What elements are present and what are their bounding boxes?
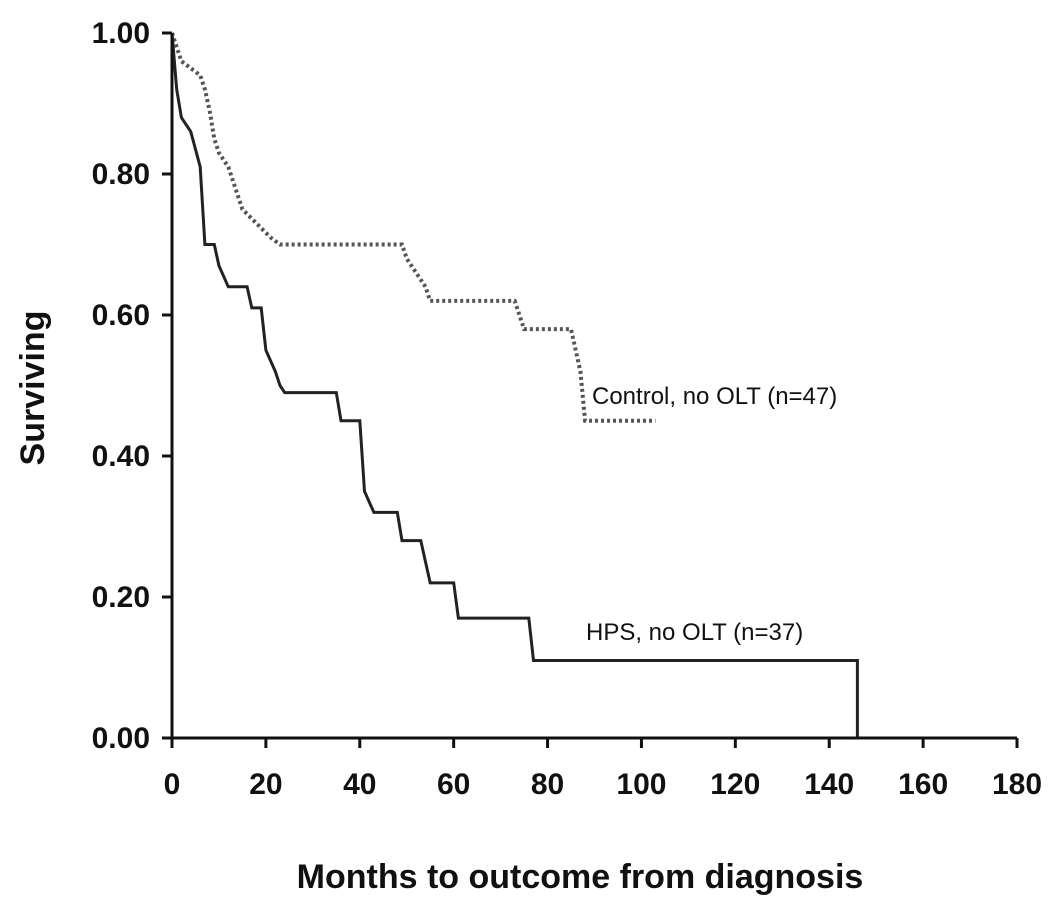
y-tick-label: 0.00 bbox=[92, 722, 150, 755]
x-tick-label: 60 bbox=[437, 768, 470, 801]
y-tick-label: 0.60 bbox=[92, 299, 150, 332]
plot-area bbox=[170, 32, 859, 738]
y-tick-label: 0.40 bbox=[92, 440, 150, 473]
y-tick-label: 0.80 bbox=[92, 158, 150, 191]
x-tick-label: 100 bbox=[616, 768, 666, 801]
hps-series-line bbox=[170, 32, 859, 738]
x-tick-label: 0 bbox=[164, 768, 181, 801]
y-tick-label: 1.00 bbox=[92, 17, 150, 50]
x-tick-label: 180 bbox=[992, 768, 1042, 801]
y-axis-ticks: 0.00 0.20 0.40 0.60 0.80 1.00 bbox=[92, 17, 172, 755]
x-tick-label: 120 bbox=[710, 768, 760, 801]
x-axis-title: Months to outcome from diagnosis bbox=[297, 858, 864, 896]
x-axis-ticks: 0 20 40 60 80 100 120 140 160 180 bbox=[164, 738, 1042, 801]
control-series-label: Control, no OLT (n=47) bbox=[592, 383, 837, 410]
y-axis-title: Surviving bbox=[14, 311, 52, 466]
axes bbox=[170, 33, 1017, 740]
x-tick-label: 40 bbox=[343, 768, 376, 801]
x-tick-label: 140 bbox=[804, 768, 854, 801]
x-tick-label: 80 bbox=[531, 768, 564, 801]
hps-series-label: HPS, no OLT (n=37) bbox=[586, 619, 803, 646]
x-tick-label: 160 bbox=[898, 768, 948, 801]
x-tick-label: 20 bbox=[249, 768, 282, 801]
control-series-line bbox=[170, 32, 656, 423]
y-tick-label: 0.20 bbox=[92, 581, 150, 614]
